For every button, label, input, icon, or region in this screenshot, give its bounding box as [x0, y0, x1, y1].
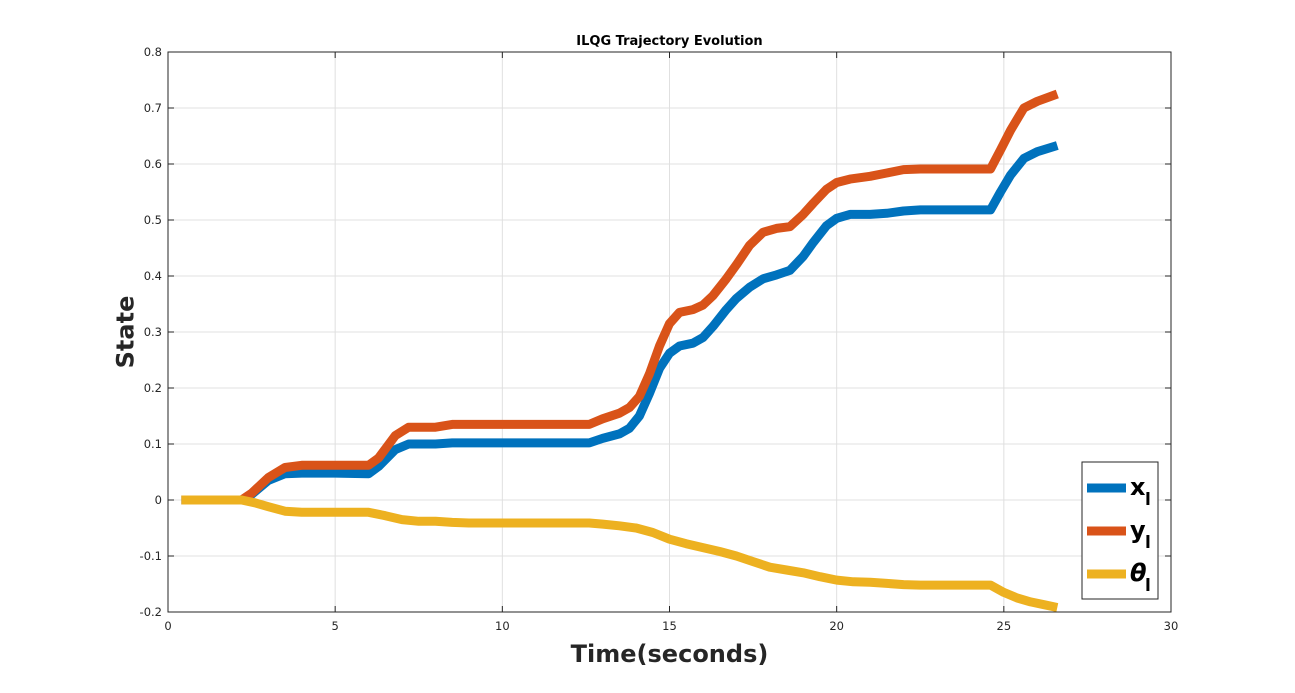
series-lines [181, 89, 1059, 612]
y-tick-label: 0.4 [144, 269, 162, 283]
y-tick-label: -0.1 [140, 549, 162, 563]
x-tick-label: 0 [164, 619, 171, 633]
y-tick-label: 0.2 [144, 381, 162, 395]
x-tick-label: 25 [997, 619, 1012, 633]
y-tick-label: 0.6 [144, 157, 162, 171]
y-tick-label: -0.2 [140, 605, 162, 619]
x-tick-label: 15 [662, 619, 677, 633]
y-tick-label: 0.7 [144, 101, 162, 115]
y-tick-label: 0.8 [144, 45, 162, 59]
y-tick-label: 0 [155, 493, 162, 507]
x-tick-label: 10 [495, 619, 510, 633]
legend-label-1: x [1130, 473, 1146, 501]
legend-subscript-1: l [1145, 490, 1151, 510]
y-tick-labels: -0.2 -0.1 0 0.1 0.2 0.3 0.4 0.5 0.6 0.7 0.8 [140, 45, 162, 619]
legend-label-2: y [1130, 516, 1146, 544]
chart-title: ILQG Trajectory Evolution [576, 34, 762, 49]
x-axis-label: Time(seconds) [571, 640, 769, 668]
y-axis-label: State [111, 296, 139, 369]
x-tick-label: 30 [1164, 619, 1179, 633]
series-line-2 [181, 89, 1059, 505]
y-tick-label: 0.1 [144, 437, 162, 451]
x-tick-label: 20 [829, 619, 844, 633]
y-tick-label: 0.3 [144, 325, 162, 339]
legend-subscript-2: l [1145, 533, 1151, 553]
series-line-1 [181, 141, 1059, 505]
x-tick-labels: 0 5 10 15 20 25 30 [164, 619, 1178, 633]
legend: x ly lθl [1081, 461, 1159, 600]
y-tick-label: 0.5 [144, 213, 162, 227]
x-tick-label: 5 [332, 619, 339, 633]
legend-subscript-3: l [1145, 576, 1151, 596]
legend-label-3: θ [1130, 559, 1147, 587]
series-line-3 [181, 495, 1059, 612]
ticks [167, 51, 1172, 613]
